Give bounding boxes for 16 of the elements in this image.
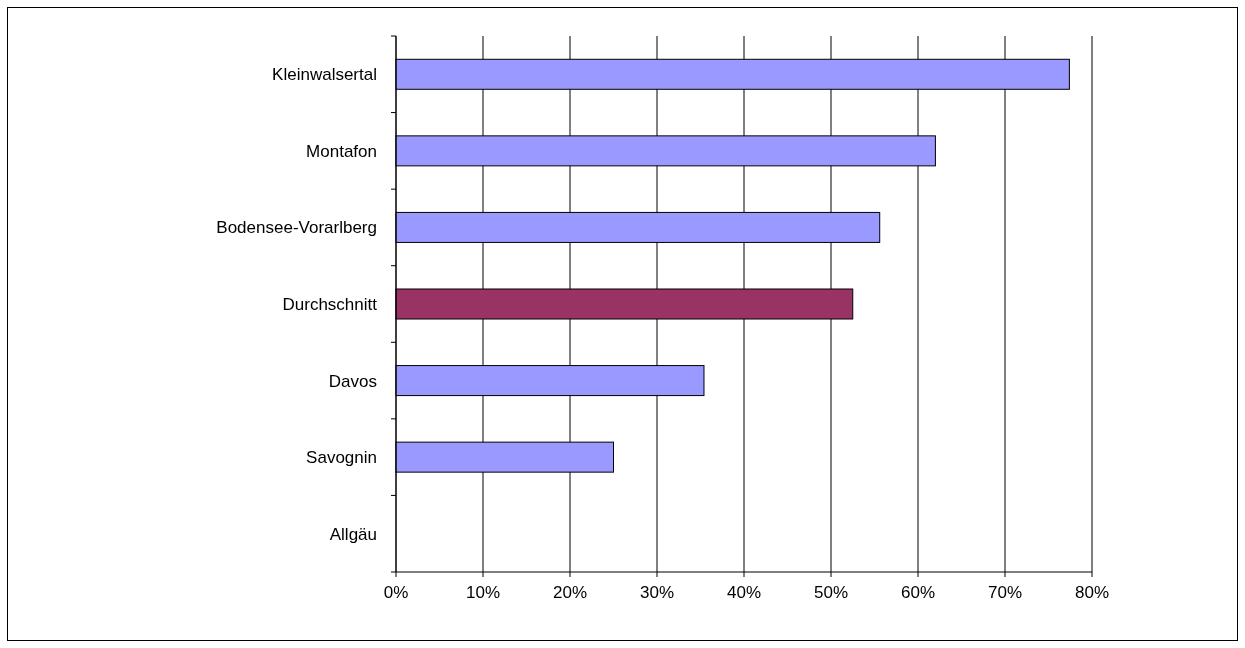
x-tick-label: 70%: [987, 583, 1023, 602]
y-tick-label: Savognin: [306, 448, 377, 468]
x-tick-label: 80%: [1074, 583, 1110, 602]
y-tick-label: Bodensee-Vorarlberg: [216, 218, 377, 238]
x-tick-label: 50%: [813, 583, 849, 602]
x-tick-label: 10%: [465, 583, 501, 602]
y-tick-label: Allgäu: [329, 524, 377, 544]
x-tick-label: 60%: [900, 583, 936, 602]
y-tick-label: Kleinwalsertal: [272, 65, 377, 85]
y-tick-label: Montafon: [306, 141, 377, 161]
y-tick-label: Davos: [328, 371, 377, 391]
x-tick-label: 20%: [552, 583, 588, 602]
x-tick-label: 40%: [726, 583, 762, 602]
y-tick-label: Durchschnitt: [282, 295, 378, 314]
x-tick-label: 30%: [639, 583, 675, 602]
x-tick-label: 0%: [383, 583, 409, 602]
